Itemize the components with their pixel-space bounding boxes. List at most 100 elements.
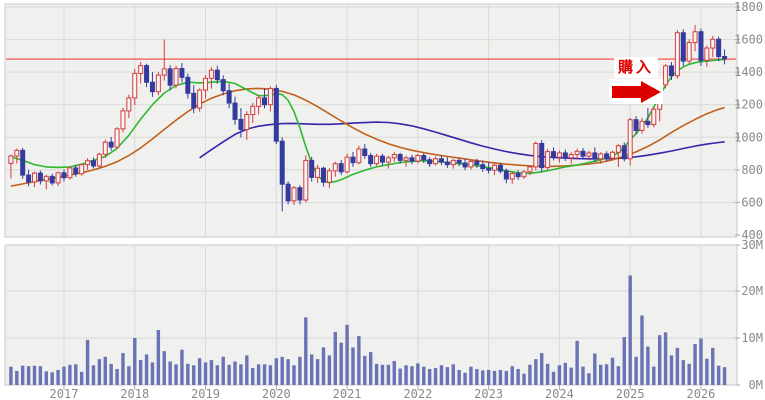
volume-bar [268,365,273,385]
volume-bar [363,355,367,385]
volume-bar [38,366,43,385]
volume-bar [121,353,125,385]
volume-bar [675,347,680,385]
price-panel[interactable] [4,3,738,238]
candle-body [427,159,433,165]
candle-body [297,187,303,201]
candle-body [444,161,450,166]
candle-body [309,159,315,178]
candle-body [114,128,120,148]
volume-axis-label: 10M [741,331,763,345]
candle-body [374,155,380,165]
volume-bar [687,363,691,385]
volume-bar [433,368,438,385]
buy-arrow-icon [609,79,663,104]
candle-body [710,38,716,49]
volume-bar [398,368,402,385]
candle-body [344,156,350,173]
price-axis-label: 1200 [734,98,763,112]
volume-bar [622,337,626,385]
volume-bar [445,367,450,385]
volume-bar [380,364,385,385]
candle-body [592,152,598,160]
volume-bar [463,372,467,385]
candle-body [409,157,415,162]
volume-bar [197,358,202,385]
volume-bar [192,365,196,385]
candle-body [285,183,291,202]
candle-body [191,92,197,109]
volume-bar [9,366,13,385]
candle-body [421,155,427,161]
candle-body [698,31,704,61]
volume-bar [85,339,90,385]
volume-bar [233,361,237,385]
candle-body [256,97,262,107]
volume-bar [15,370,19,385]
volume-bar [162,351,166,385]
volume-bar [404,365,408,385]
price-axis-label: 1600 [734,33,763,47]
candle-body [497,164,503,172]
volume-bar [109,363,113,385]
year-label: 2024 [545,387,574,400]
volume-bar [722,367,727,385]
year-label: 2023 [474,387,503,400]
volume-bar [280,356,284,385]
volume-bar [245,355,249,385]
volume-bar [640,315,644,385]
candle-body [226,90,232,104]
candle-body [208,69,214,79]
candle-body [609,151,615,159]
candle-body [503,170,509,180]
candle-body [14,149,20,157]
candle-body [509,172,515,180]
year-label: 2021 [333,387,362,400]
volume-axis-label: 30M [741,238,763,252]
volume-bar [634,356,638,385]
candle-body [433,158,439,165]
volume-bar [138,360,143,385]
candle-body [8,155,14,164]
volume-bar [327,355,332,385]
candle-body [551,151,557,158]
candle-body [220,79,226,92]
candle-body [415,155,421,162]
volume-bar [227,364,231,385]
candle-body [120,110,126,130]
volume-bar [44,371,48,385]
candle-body [43,175,49,182]
volume-bar [469,366,473,385]
volume-bar [427,369,432,385]
volume-bar [26,366,31,385]
candle-body [645,120,651,126]
candle-body [250,105,256,115]
candle-body [203,77,209,91]
candle-body [132,72,138,99]
candle-body [391,154,397,159]
candle-body [55,172,61,184]
candle-body [96,153,102,167]
candle-body [102,141,108,155]
volume-bar [115,369,119,385]
candle-body [379,155,385,163]
candle-body [468,160,474,168]
volume-bar [540,353,544,385]
volume-bar [711,347,715,385]
candle-body [456,159,462,164]
volume-bar [62,366,66,385]
candle-body [556,152,562,158]
year-label: 2022 [403,387,432,400]
volume-bar [386,364,391,385]
candle-body [486,168,492,171]
volume-bar [599,364,603,385]
candle-body [138,65,144,74]
candle-body [332,163,338,172]
volume-bar [50,372,54,385]
volume-bar [563,362,568,385]
candle-body [356,148,362,164]
volume-bar [186,363,190,385]
candle-body [267,87,273,106]
candle-body [403,157,409,161]
